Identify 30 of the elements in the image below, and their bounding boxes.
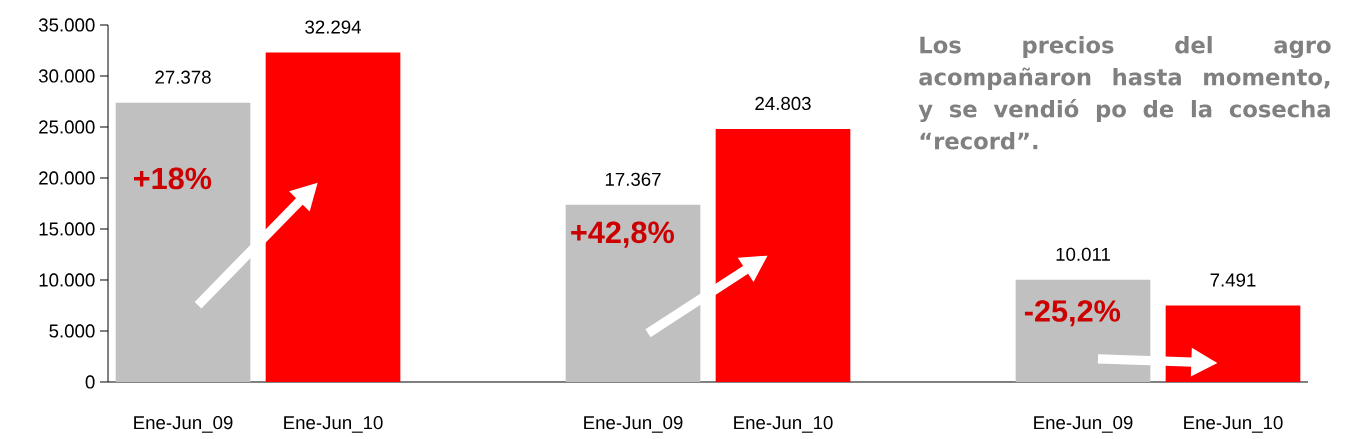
y-tick-label: 5.000	[49, 324, 95, 338]
bar	[1015, 279, 1151, 382]
data-label: 24.803	[755, 96, 811, 111]
y-tick-label: 20.000	[39, 171, 95, 185]
bar	[265, 52, 401, 382]
data-label: 7.491	[1210, 273, 1256, 287]
y-tick-label: 25.000	[39, 120, 95, 134]
x-tick-label: Ene-Jun_09	[584, 416, 683, 433]
y-tick-label: 30.000	[38, 69, 95, 83]
y-tick-label: 35.000	[38, 18, 95, 32]
data-label: 17.367	[605, 172, 661, 186]
data-label: 10.011	[1056, 247, 1110, 261]
y-tick-label: 10.000	[39, 273, 95, 287]
bar	[1165, 305, 1301, 382]
y-tick-label: 15.000	[39, 222, 95, 236]
annotation: -25,2%	[1024, 300, 1121, 327]
x-tick-label: Ene-Jun_09	[1034, 416, 1133, 433]
x-tick-label: Ene-Jun_09	[134, 416, 233, 433]
bar	[115, 102, 251, 382]
data-label: 27.378	[155, 70, 211, 84]
x-tick-label: Ene-Jun_10	[284, 416, 383, 433]
bar	[565, 204, 701, 382]
annotation: +42,8%	[571, 221, 674, 248]
data-label: 32.294	[305, 20, 361, 34]
x-tick-label: Ene-Jun_10	[734, 416, 833, 433]
annotation: +18%	[134, 167, 212, 190]
y-tick-label: 0	[85, 375, 95, 389]
x-tick-label: Ene-Jun_10	[1184, 416, 1283, 433]
bar	[715, 129, 851, 382]
annotation: Los precios del agro acompañaron hasta momento, y se vendió po de la cosecha “record”.	[918, 35, 1331, 150]
